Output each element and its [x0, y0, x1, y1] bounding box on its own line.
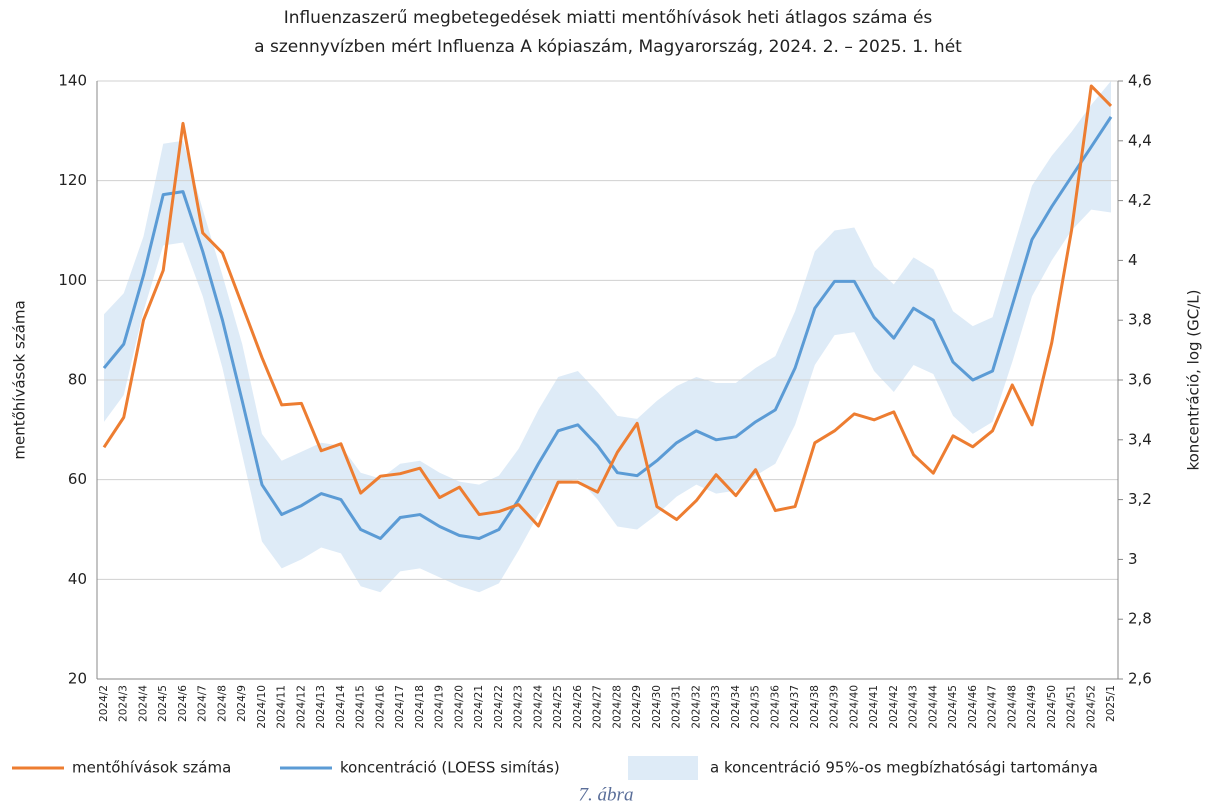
y2-tick-label: 3,6 — [1128, 371, 1152, 389]
x-tick-label: 2024/11 — [276, 685, 288, 729]
y2-tick-label: 4,4 — [1128, 131, 1152, 149]
x-tick-label: 2024/8 — [216, 685, 228, 722]
x-tick-label: 2024/3 — [118, 685, 130, 722]
x-tick-label: 2024/40 — [848, 685, 860, 729]
data-line — [102, 116, 1113, 540]
x-tick-label: 2024/23 — [513, 685, 525, 729]
legend-label: koncentráció (LOESS simítás) — [340, 759, 560, 777]
y-axis-label: mentőhívások száma — [11, 300, 29, 459]
x-tick-label: 2024/41 — [868, 685, 880, 729]
x-tick-label: 2024/10 — [256, 685, 268, 729]
x-tick-label: 2024/27 — [592, 685, 604, 729]
y2-tick-label: 3,2 — [1128, 490, 1152, 508]
x-tick-label: 2024/5 — [157, 685, 169, 722]
y-tick-label: 60 — [68, 470, 87, 488]
x-tick-label: 2024/38 — [809, 685, 821, 729]
x-tick-label: 2024/32 — [690, 685, 702, 729]
caption: 7. ábra — [579, 784, 634, 805]
x-tick-label: 2024/7 — [197, 685, 209, 722]
legend-label: a koncentráció 95%-os megbízhatósági tar… — [710, 759, 1098, 777]
x-tick-label: 2024/22 — [493, 685, 505, 729]
x-tick-label: 2024/35 — [750, 685, 762, 729]
y-tick-label: 100 — [58, 271, 87, 289]
x-tick-label: 2024/4 — [137, 685, 149, 722]
y2-tick-label: 4,6 — [1128, 72, 1152, 90]
y2-tick-label: 2,6 — [1128, 670, 1152, 688]
x-tick-label: 2024/13 — [315, 685, 327, 729]
x-tick-label: 2024/28 — [611, 685, 623, 729]
x-tick-label: 2024/48 — [1006, 685, 1018, 729]
legend-label: mentőhívások száma — [72, 759, 231, 777]
x-tick-label: 2024/44 — [927, 685, 939, 729]
x-tick-label: 2024/51 — [1066, 685, 1078, 729]
x-tick-label: 2024/25 — [552, 685, 564, 729]
x-tick-label: 2024/34 — [730, 685, 742, 729]
y2-tick-label: 3 — [1128, 550, 1138, 568]
x-tick-label: 2024/49 — [1026, 685, 1038, 729]
x-tick-label: 2024/31 — [671, 685, 683, 729]
x-tick-label: 2024/12 — [295, 685, 307, 729]
x-tick-label: 2024/9 — [236, 685, 248, 722]
y-tick-label: 140 — [58, 72, 87, 90]
x-tick-label: 2024/46 — [967, 685, 979, 729]
y-tick-label: 80 — [68, 371, 87, 389]
legend-swatch — [628, 756, 698, 780]
y-tick-label: 40 — [68, 570, 87, 588]
x-tick-label: 2024/42 — [888, 685, 900, 729]
x-tick-label: 2024/24 — [532, 685, 544, 729]
x-tick-label: 2024/6 — [177, 685, 189, 722]
x-tick-label: 2024/50 — [1046, 685, 1058, 729]
x-tick-label: 2024/17 — [394, 685, 406, 729]
x-tick-label: 2024/37 — [789, 685, 801, 729]
x-tick-label: 2024/19 — [434, 685, 446, 729]
y-tick-label: 120 — [58, 171, 87, 189]
chart-title: a szennyvízben mért Influenza A kópiaszá… — [254, 37, 962, 57]
data-line — [102, 84, 1113, 528]
x-tick-label: 2024/47 — [987, 685, 999, 729]
y-tick-label: 20 — [68, 670, 87, 688]
x-tick-label: 2024/18 — [414, 685, 426, 729]
x-tick-label: 2024/39 — [829, 685, 841, 729]
x-tick-label: 2024/14 — [335, 685, 347, 729]
y2-tick-label: 2,8 — [1128, 610, 1152, 628]
x-tick-label: 2024/2 — [98, 685, 110, 722]
chart-title: Influenzaszerű megbetegedések miatti men… — [284, 8, 933, 28]
x-tick-label: 2024/45 — [947, 685, 959, 729]
y2-tick-label: 3,8 — [1128, 311, 1152, 329]
x-tick-label: 2025/1 — [1105, 685, 1117, 722]
y2-axis-label: koncentráció, log (GC/L) — [1185, 289, 1203, 470]
x-tick-label: 2024/52 — [1085, 685, 1097, 729]
y2-tick-label: 4,2 — [1128, 191, 1152, 209]
x-tick-label: 2024/29 — [631, 685, 643, 729]
x-tick-label: 2024/15 — [355, 685, 367, 729]
x-tick-label: 2024/21 — [473, 685, 485, 729]
y2-tick-label: 4 — [1128, 251, 1138, 269]
x-tick-label: 2024/43 — [908, 685, 920, 729]
x-tick-label: 2024/20 — [453, 685, 465, 729]
y2-tick-label: 3,4 — [1128, 430, 1152, 448]
x-tick-label: 2024/30 — [651, 685, 663, 729]
x-tick-label: 2024/26 — [572, 685, 584, 729]
x-tick-label: 2024/36 — [769, 685, 781, 729]
x-tick-label: 2024/33 — [710, 685, 722, 729]
confidence-band — [104, 81, 1111, 593]
x-tick-label: 2024/16 — [374, 685, 386, 729]
